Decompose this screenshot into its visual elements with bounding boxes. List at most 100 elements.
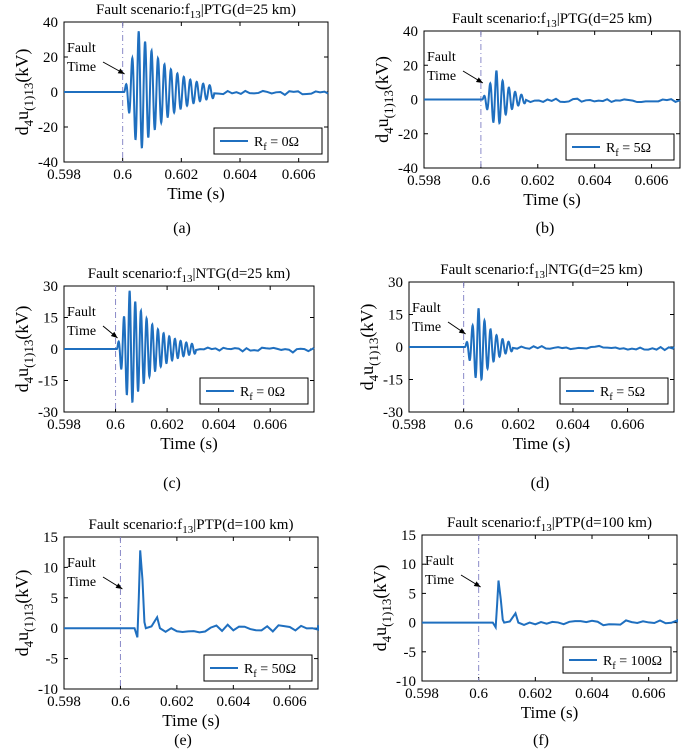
x-tick-label: 0.598 (47, 694, 81, 710)
y-tick-label: -5 (46, 652, 59, 668)
legend-label: Rf = 0Ω (254, 135, 299, 153)
x-tick-label: 0.598 (407, 173, 441, 189)
x-axis-label: Time (s) (167, 184, 224, 203)
y-tick-label: 15 (388, 308, 403, 324)
x-tick-label: 0.598 (47, 167, 81, 183)
y-axis-label: d4u(1)13(kV) (12, 306, 36, 393)
axes-box (421, 534, 678, 682)
y-tick-label: -15 (38, 374, 58, 390)
y-tick-label: -5 (404, 645, 417, 661)
x-axis-label: Time (s) (160, 434, 217, 453)
y-tick-label: -30 (38, 405, 58, 421)
x-tick-label: 0.598 (405, 686, 439, 702)
series-line (422, 580, 678, 631)
legend-label: Rf = 0Ω (240, 385, 285, 403)
legend-label: Rf = 5Ω (600, 385, 645, 403)
axes-box (63, 536, 319, 690)
y-tick-label: 5 (51, 591, 59, 607)
x-tick-label: 0.606 (611, 417, 645, 433)
chart-title: Fault scenario:f13|PTP(d=100 km) (89, 517, 294, 536)
series-line (64, 550, 319, 638)
y-tick-label: 0 (51, 621, 59, 637)
series-line (409, 308, 675, 382)
annotation-fault: Fault (67, 305, 96, 320)
y-tick-label: 15 (43, 530, 58, 546)
chart-title: Fault scenario:f13|NTG(d=25 km) (88, 266, 290, 285)
x-tick-label: 0.604 (223, 167, 257, 183)
x-tick-label: 0.606 (282, 167, 316, 183)
y-tick-label: 10 (401, 557, 416, 573)
annotation-fault: Fault (67, 556, 96, 571)
annotation-arrow-head (473, 581, 481, 587)
panel-caption: (e) (174, 732, 192, 749)
chart-panel-c: Fault scenario:f13|NTG(d=25 km)0.598 0.6 0… (12, 266, 315, 492)
panel-caption: (f) (533, 732, 549, 749)
y-tick-label: -15 (383, 373, 403, 389)
x-tick-label: 0.602 (518, 686, 552, 702)
chart-panel-e: Fault scenario:f13|PTP(d=100 km) 0.598 0.6… (12, 517, 319, 749)
annotation-time: Time (425, 573, 454, 588)
y-tick-label: -20 (398, 127, 418, 143)
x-tick-label: 0.604 (216, 694, 250, 710)
chart-title: Fault scenario:f13|PTG(d=25 km) (452, 11, 652, 30)
y-tick-label: 10 (43, 560, 58, 576)
x-axis-label: Time (s) (523, 190, 580, 209)
y-tick-label: 5 (409, 586, 417, 602)
annotation-time: Time (67, 324, 96, 339)
x-axis-label: Time (s) (513, 434, 570, 453)
y-tick-label: 0 (396, 340, 404, 356)
y-axis-label: d4u(1)13(kV) (372, 56, 396, 143)
annotation-time: Time (412, 320, 441, 335)
x-tick-label: 0.598 (392, 417, 426, 433)
x-tick-label: 0.604 (556, 417, 590, 433)
legend-label: Rf = 5Ω (606, 141, 651, 159)
y-tick-label: 40 (403, 24, 418, 40)
x-tick-label: 0.606 (253, 417, 287, 433)
y-axis-label: d4u(1)13(kV) (370, 565, 394, 652)
x-tick-label: 0.598 (47, 417, 81, 433)
chart-panel-f: Fault scenario:f13|PTP(d=100 km) 0.598 0.6… (370, 515, 678, 749)
legend-label: Rf = 100Ω (603, 654, 662, 672)
annotation-arrow-head (475, 77, 483, 83)
x-tick-label: 0.6 (113, 167, 132, 183)
legend-label: Rf = 50Ω (244, 662, 296, 680)
chart-panel-b: Fault scenario:f13|PTG(d=25 km) 0.598 0.6 0… (372, 11, 681, 237)
annotation-fault: Fault (67, 41, 96, 56)
y-tick-label: -10 (38, 682, 58, 698)
annotation-arrow-head (115, 583, 123, 589)
y-tick-label: 0 (51, 85, 59, 101)
series-line (64, 290, 315, 404)
y-tick-label: 30 (388, 275, 403, 291)
x-tick-label: 0.6 (106, 417, 125, 433)
x-tick-label: 0.604 (202, 417, 236, 433)
y-tick-label: 0 (51, 342, 59, 358)
x-tick-label: 0.606 (273, 694, 307, 710)
x-tick-label: 0.604 (575, 686, 609, 702)
annotation-fault: Fault (425, 554, 454, 569)
annotation-time: Time (67, 575, 96, 590)
x-tick-label: 0.602 (501, 417, 535, 433)
y-tick-label: 40 (43, 15, 58, 31)
annotation-fault: Fault (412, 301, 441, 316)
x-axis-label: Time (s) (521, 703, 578, 722)
y-tick-label: 20 (43, 50, 58, 66)
x-tick-label: 0.602 (150, 417, 184, 433)
annotation-time: Time (67, 60, 96, 75)
y-tick-label: 30 (43, 279, 58, 295)
y-tick-label: 0 (411, 93, 419, 109)
annotation-arrow-head (110, 331, 118, 338)
chart-panel-d: Fault scenario:f13|NTG(d=25 km)0.598 0.6 0… (357, 262, 675, 492)
chart-title: Fault scenario:f13|PTP(d=100 km) (447, 515, 652, 534)
series-line (424, 70, 681, 125)
annotation-arrow-head (458, 328, 466, 334)
x-tick-label: 0.602 (521, 173, 555, 189)
x-tick-label: 0.602 (164, 167, 198, 183)
y-tick-label: 20 (403, 58, 418, 74)
panel-caption: (c) (163, 475, 181, 492)
y-tick-label: 15 (401, 528, 416, 544)
annotation-time: Time (427, 69, 456, 84)
y-axis-label: d4u(1)13(kV) (12, 570, 36, 657)
y-tick-label: -40 (398, 161, 418, 177)
panel-caption: (d) (531, 475, 550, 492)
